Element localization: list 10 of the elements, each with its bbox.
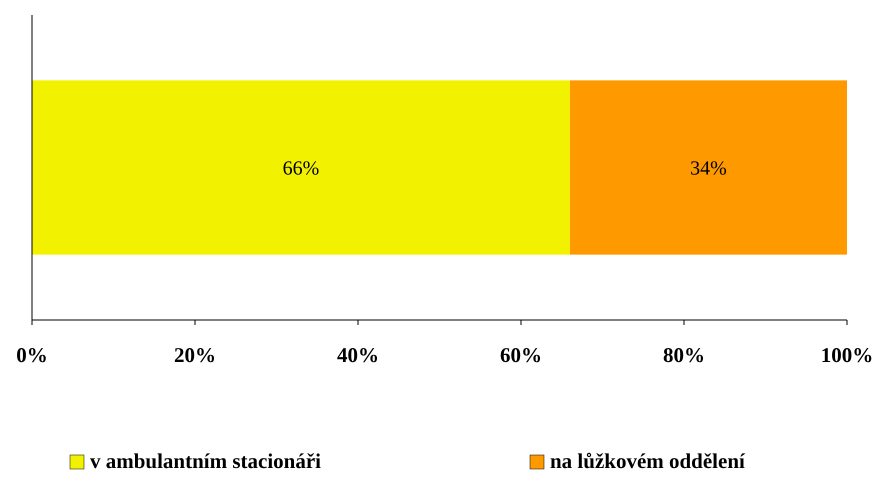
x-tick-label: 20% [174, 343, 216, 367]
data-label: 34% [690, 158, 727, 180]
legend-label: na lůžkovém oddělení [550, 449, 746, 473]
x-tick-label: 80% [663, 343, 705, 367]
data-label: 66% [282, 158, 320, 180]
legend-label: v ambulantním stacionáři [90, 449, 322, 473]
x-tick-label: 60% [500, 343, 542, 367]
x-tick-label: 40% [337, 343, 379, 367]
x-tick-label: 0% [16, 343, 48, 367]
x-tick-label: 100% [820, 343, 874, 367]
